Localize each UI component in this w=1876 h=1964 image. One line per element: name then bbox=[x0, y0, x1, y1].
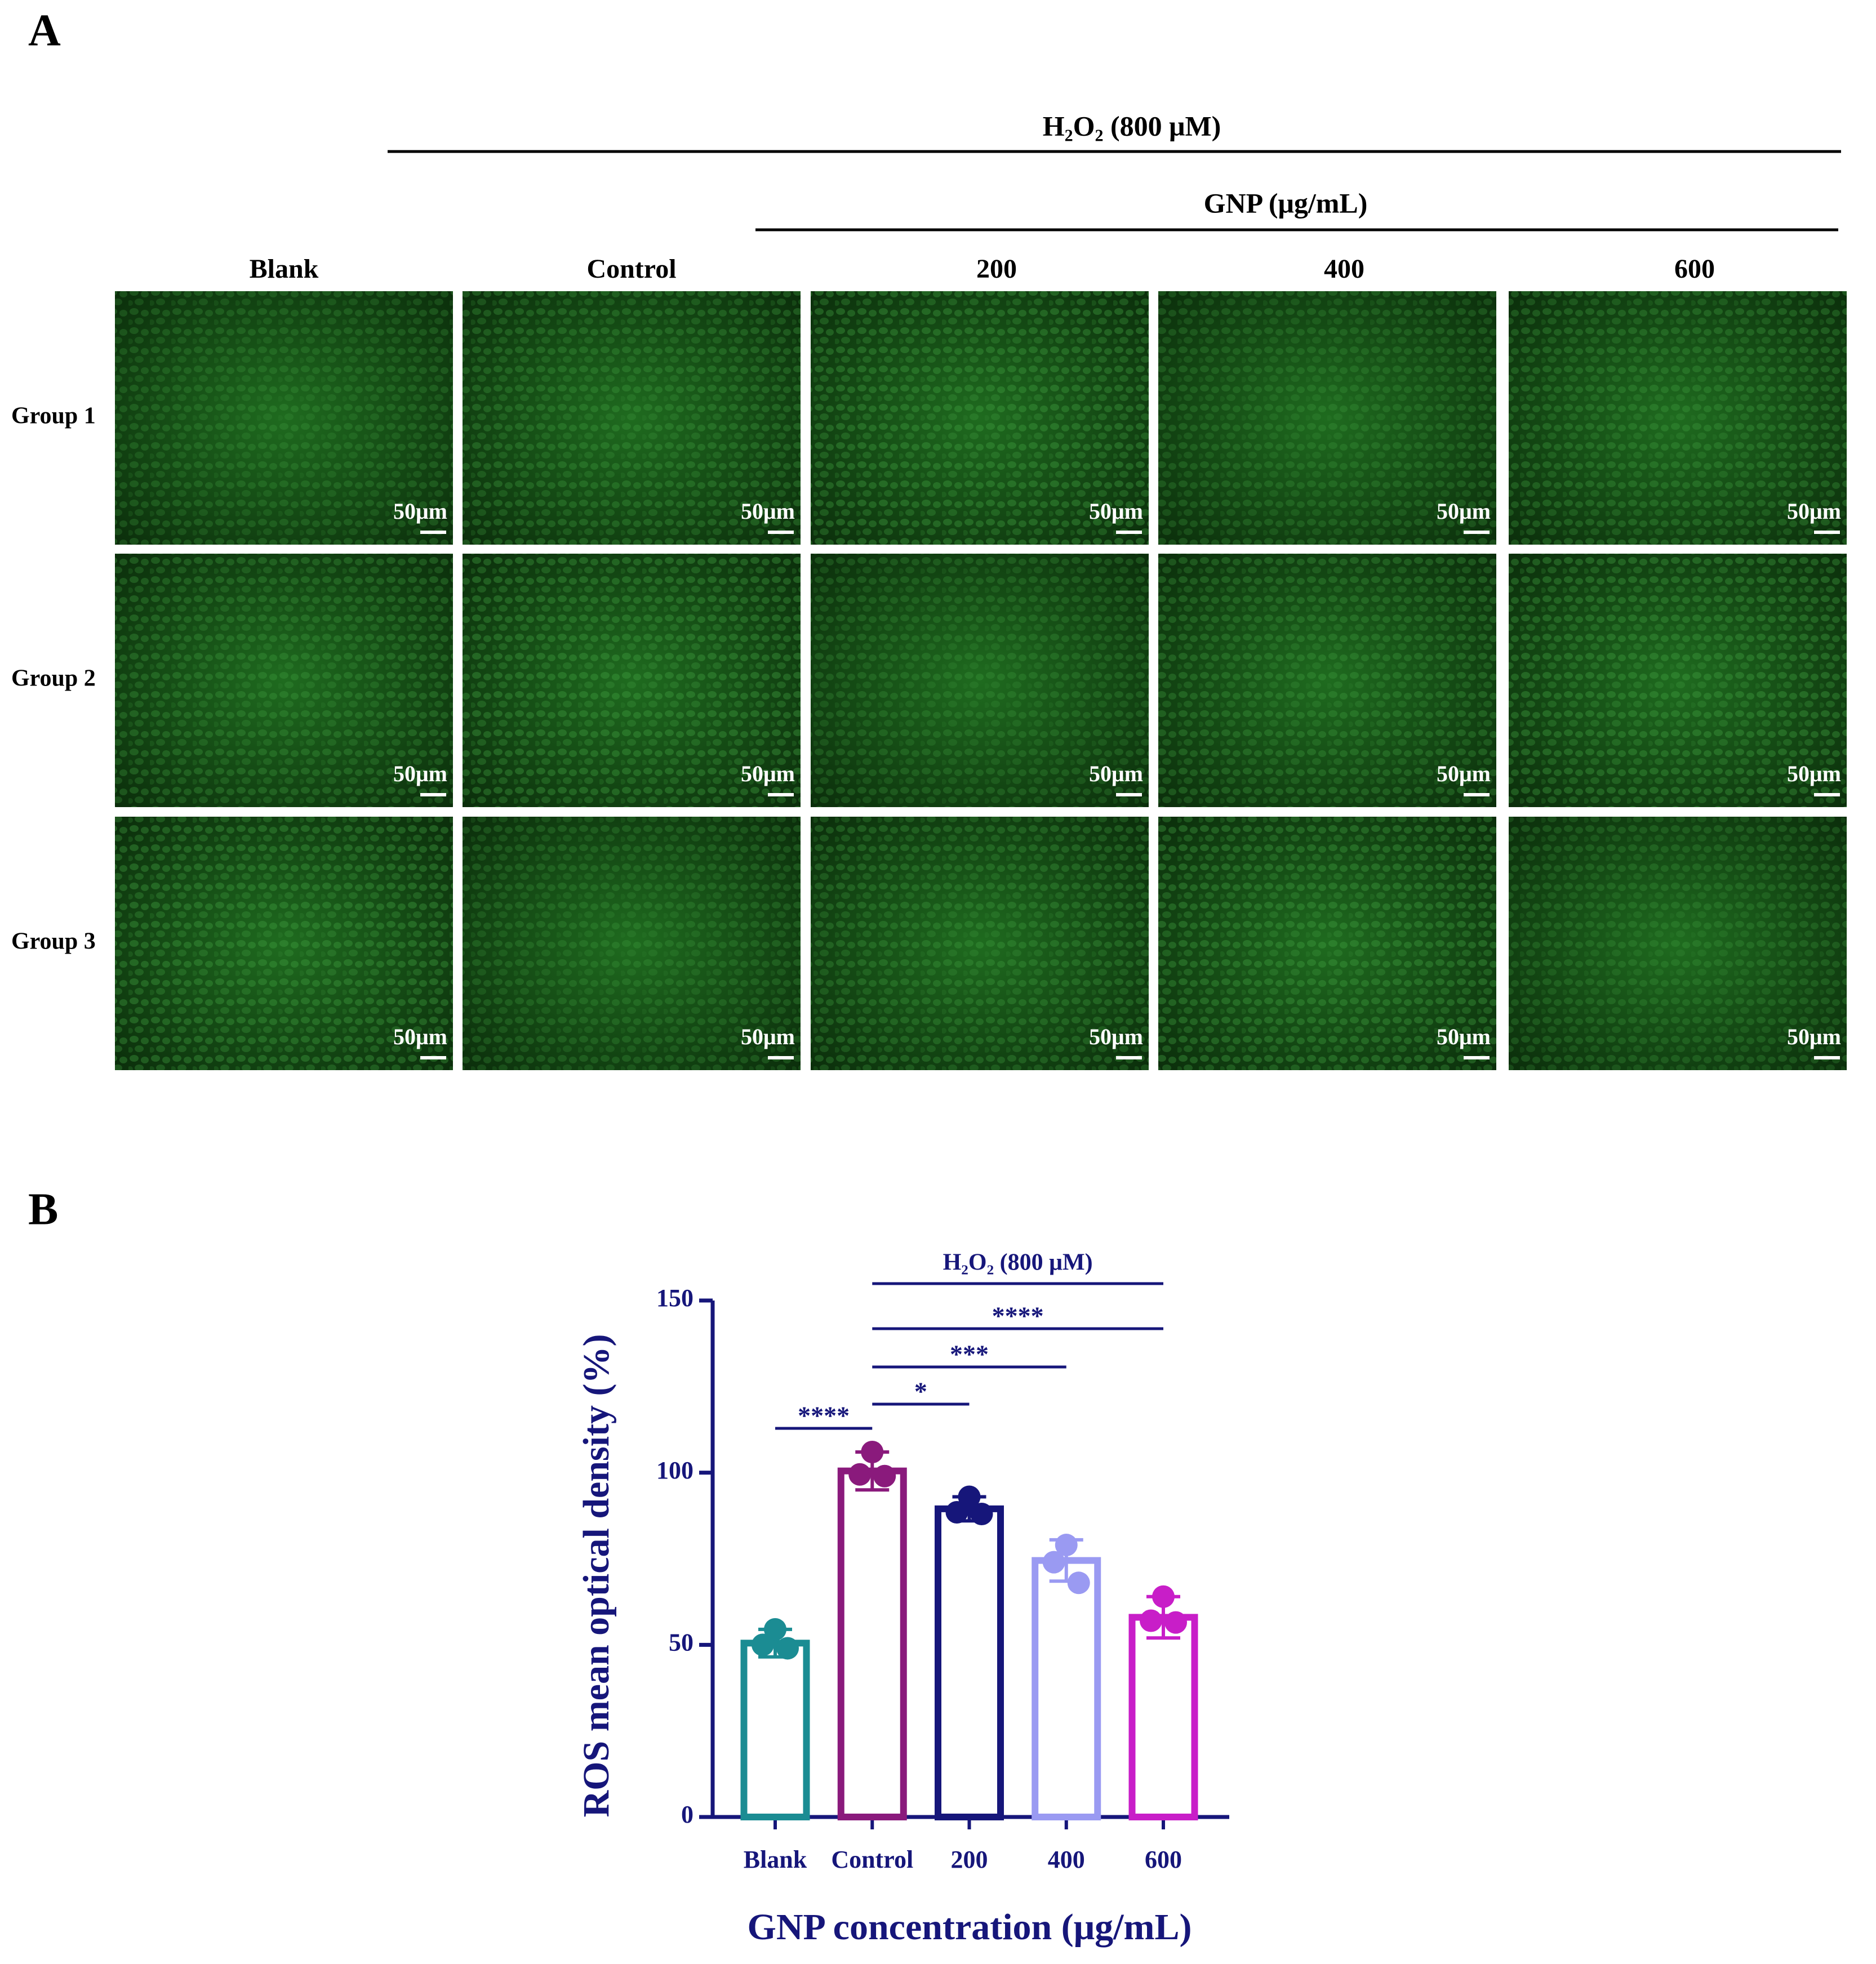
micrograph-cells bbox=[1509, 817, 1847, 1070]
y-tick-label: 0 bbox=[681, 1801, 694, 1828]
scale-bar-label: 50μm bbox=[1437, 761, 1491, 786]
y-tick-label: 50 bbox=[669, 1628, 694, 1656]
column-label: Control bbox=[586, 254, 676, 284]
micrograph-cells bbox=[811, 817, 1149, 1070]
micrograph-cells bbox=[1158, 817, 1496, 1070]
significance-label: **** bbox=[992, 1302, 1044, 1330]
bar bbox=[740, 1640, 810, 1820]
scale-bar-label: 50μm bbox=[1089, 761, 1143, 786]
data-point bbox=[1067, 1571, 1090, 1595]
scale-bar-label: 50μm bbox=[1787, 498, 1841, 524]
panel-label: A bbox=[28, 6, 61, 55]
data-point bbox=[1152, 1585, 1175, 1608]
treatment-label: H₂O₂ (800 μM) bbox=[943, 1250, 1093, 1276]
data-point bbox=[752, 1633, 774, 1656]
scale-bar-label: 50μm bbox=[1787, 1024, 1841, 1049]
x-tick-label: 400 bbox=[1048, 1846, 1085, 1873]
significance-label: *** bbox=[950, 1340, 989, 1369]
scale-bar-label: 50μm bbox=[393, 498, 447, 524]
scale-bar-label: 50μm bbox=[1089, 498, 1143, 524]
column-label: 600 bbox=[1674, 254, 1715, 284]
scale-bar-label: 50μm bbox=[741, 1024, 795, 1049]
scale-bar-label: 50μm bbox=[393, 1024, 447, 1049]
row-label: Group 2 bbox=[11, 666, 96, 692]
bar bbox=[935, 1505, 1004, 1820]
data-point bbox=[873, 1464, 896, 1488]
data-point bbox=[945, 1500, 968, 1524]
micrograph-cells bbox=[811, 291, 1149, 545]
x-tick-label: 600 bbox=[1145, 1846, 1182, 1873]
scale-bar-label: 50μm bbox=[1437, 498, 1491, 524]
data-point bbox=[776, 1637, 799, 1660]
micrograph-cells bbox=[115, 817, 453, 1070]
micrograph-cells bbox=[463, 554, 801, 807]
bar bbox=[837, 1467, 907, 1821]
data-point bbox=[970, 1503, 993, 1526]
data-point bbox=[764, 1618, 786, 1641]
column-label: Blank bbox=[250, 254, 319, 284]
row-label: Group 3 bbox=[11, 929, 96, 955]
column-label: 200 bbox=[976, 254, 1017, 284]
column-label: 400 bbox=[1324, 254, 1364, 284]
significance-label: * bbox=[914, 1377, 927, 1406]
bar bbox=[1032, 1557, 1101, 1820]
data-point bbox=[1140, 1609, 1162, 1632]
data-point bbox=[958, 1485, 981, 1508]
micrograph-cells bbox=[811, 554, 1149, 807]
micrograph-cells bbox=[463, 291, 801, 545]
treatment-header: H₂O₂ (800 μM) bbox=[1043, 110, 1221, 141]
bar-chart: B 0 50 100 150 ROS mean optical density (%) GN… bbox=[28, 1184, 1229, 1948]
scale-bar-label: 50μm bbox=[1089, 1024, 1143, 1049]
micrograph-grid: Blank Control 200 400 600 Group 1 50μm 50μm 50μm… bbox=[11, 254, 1847, 1070]
y-axis-title: ROS mean optical density (%) bbox=[576, 1334, 617, 1818]
micrograph-cells bbox=[115, 554, 453, 807]
data-point bbox=[1164, 1611, 1187, 1634]
bar bbox=[1128, 1614, 1198, 1821]
y-tick-label: 150 bbox=[656, 1284, 694, 1312]
significance-label: **** bbox=[798, 1401, 850, 1430]
data-point bbox=[1042, 1551, 1065, 1574]
data-point bbox=[848, 1463, 872, 1486]
dose-header: GNP (μg/mL) bbox=[1204, 187, 1368, 219]
x-tick-label: Control bbox=[831, 1846, 913, 1873]
x-axis-title: GNP concentration (μg/mL) bbox=[748, 1907, 1192, 1948]
micrograph-cells bbox=[115, 291, 453, 545]
scale-bar-label: 50μm bbox=[1787, 761, 1841, 786]
y-tick-label: 100 bbox=[656, 1457, 694, 1484]
x-tick-label: 200 bbox=[951, 1846, 988, 1873]
micrograph-cells bbox=[1158, 291, 1496, 545]
micrograph-cells bbox=[1509, 554, 1847, 807]
data-point bbox=[861, 1440, 884, 1463]
micrograph-cells bbox=[1509, 291, 1847, 545]
row-label: Group 1 bbox=[11, 403, 96, 429]
micrograph-cells bbox=[463, 817, 801, 1070]
x-tick-label: Blank bbox=[744, 1846, 807, 1873]
micrograph-cells bbox=[1158, 554, 1496, 807]
scale-bar-label: 50μm bbox=[393, 761, 447, 786]
data-point bbox=[1055, 1534, 1078, 1557]
scale-bar-label: 50μm bbox=[741, 761, 795, 786]
scale-bar-label: 50μm bbox=[741, 498, 795, 524]
panel-label: B bbox=[28, 1184, 58, 1234]
scale-bar-label: 50μm bbox=[1437, 1024, 1491, 1049]
